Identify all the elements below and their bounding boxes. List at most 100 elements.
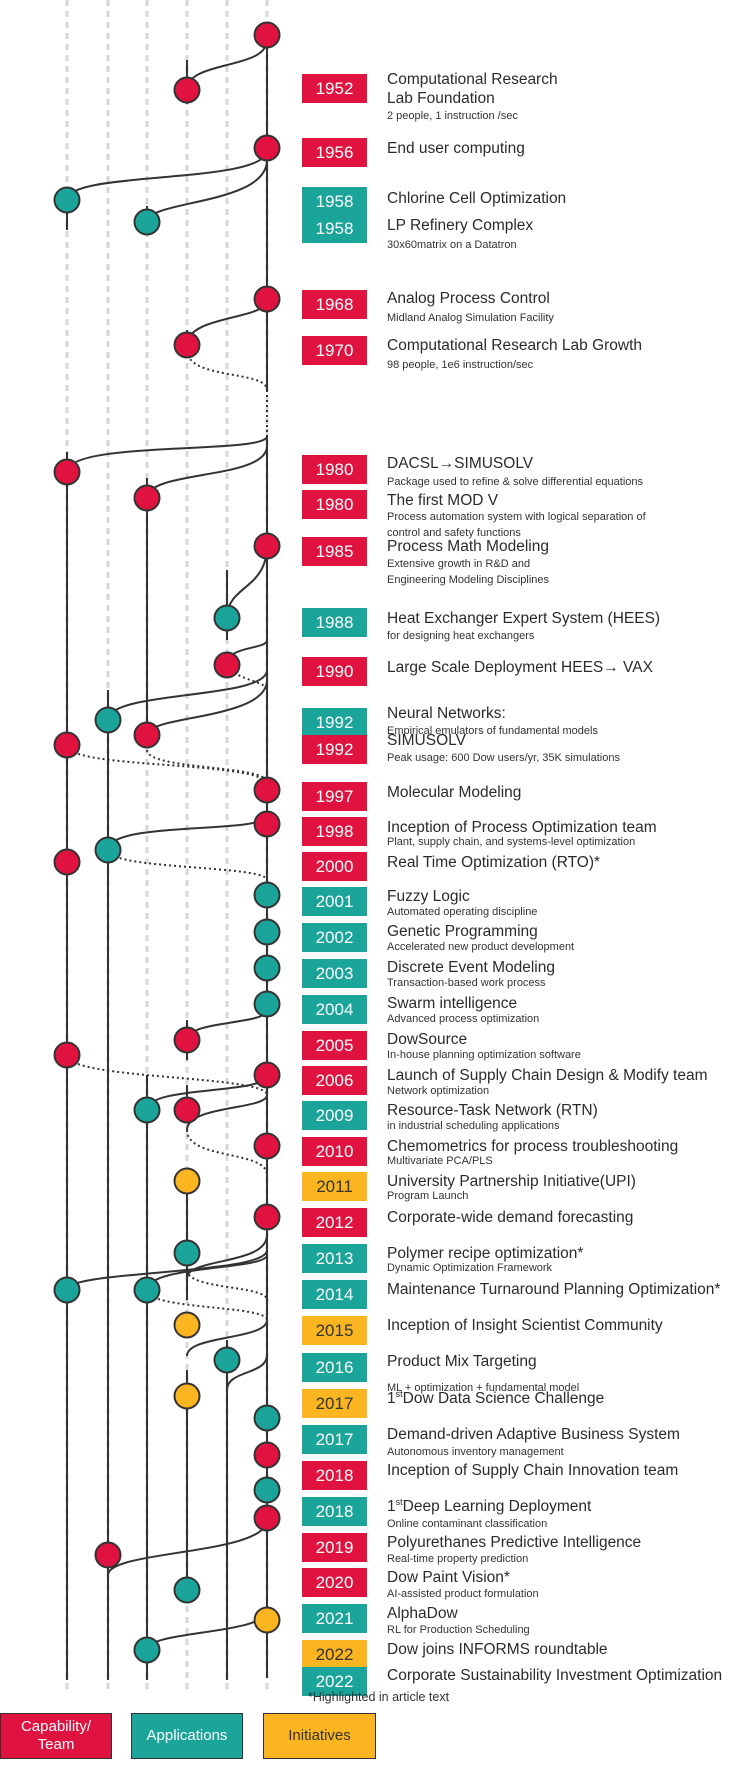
event-title: Corporate Sustainability Investment Opti… [387,1667,723,1684]
branch-connector [186,1319,268,1357]
timeline-node-cap [253,134,281,162]
year-badge: 2019 [302,1533,367,1562]
merge-connector [186,1269,268,1301]
legend-capability-line1: Capability/ [20,1718,92,1735]
event-title-prefix: 1 [387,1498,396,1515]
event-title: Neural Networks: [387,705,506,722]
event-title: Fuzzy Logic [387,888,470,905]
event-subtitle: 30x60matrix on a Datatron [387,239,517,251]
event-subtitle: Advanced process optimization [387,1013,540,1025]
event-title: Inception of Supply Chain Innovation tea… [387,1462,679,1479]
event-title-superscript: st [395,1496,403,1507]
event-title: Swarm intelligence [387,995,518,1012]
event-subtitle: Process automation system with logical s… [387,511,646,523]
event-title: Genetic Programming [387,923,538,940]
event-title: Chemometrics for process troubleshooting [387,1138,679,1155]
year-badge: 1980 [302,455,367,484]
timeline-node-cap [133,721,161,749]
year-badge: 2003 [302,959,367,988]
timeline-node-app [253,918,281,946]
event-title-superscript: st [395,1388,403,1399]
event-subtitle: in industrial scheduling applications [387,1120,560,1132]
timeline-node-cap [253,810,281,838]
event-title: The first MOD V [387,492,499,509]
timeline-node-cap [253,1132,281,1160]
year-badge: 1956 [302,138,367,167]
event-subtitle: Online contaminant classification [387,1518,548,1530]
event-subtitle: RL for Production Scheduling [387,1624,530,1636]
timeline-node-app [133,1096,161,1124]
year-badge: 2009 [302,1101,367,1130]
branch-connector [146,1609,268,1651]
timeline-node-app [253,990,281,1018]
year-badge: 1958 [302,214,367,243]
year-badge: 2010 [302,1137,367,1166]
year-badge: 1988 [302,608,367,637]
timeline-node-cap [94,1541,122,1569]
event-title: DowSource [387,1031,468,1048]
event-title: Chlorine Cell Optimization [387,190,567,207]
event-subtitle: Empirical emulators of fundamental model… [387,725,598,737]
timeline-node-app [253,954,281,982]
branch-connector [146,159,268,223]
event-title: Product Mix Targeting [387,1353,537,1370]
year-badge: 2015 [302,1316,367,1345]
branch-connector [226,1354,268,1391]
timeline-node-app [94,836,122,864]
event-subtitle: ML + optimization + fundamental model [387,1382,580,1394]
event-subtitle: Midland Analog Simulation Facility [387,312,554,324]
event-title-prefix: 1 [387,1390,396,1407]
event-subtitle: Program Launch [387,1190,469,1202]
event-subtitle: Accelerated new product development [387,941,575,953]
event-subtitle: Dynamic Optimization Framework [387,1262,553,1274]
timeline-node-ini [253,1606,281,1634]
branch-connector [107,814,268,851]
event-subtitle-line2: Engineering Modeling Disciplines [387,574,550,586]
event-subtitle: In-house planning optimization software [387,1049,581,1061]
year-badge: 2021 [302,1604,367,1633]
event-subtitle: Package used to refine & solve different… [387,476,644,488]
event-subtitle: Transaction-based work process [387,977,546,989]
event-subtitle: Automated operating discipline [387,906,538,918]
timeline-node-cap [253,1203,281,1231]
year-badge: 2022 [302,1667,367,1696]
event-title-text: Deep Learning Deployment [402,1498,592,1515]
event-subtitle: Extensive growth in R&D and [387,558,531,570]
timeline-node-app [53,186,81,214]
timeline-node-app [253,881,281,909]
event-title: Molecular Modeling [387,784,522,801]
year-badge: 1990 [302,657,367,686]
timeline-node-app [133,1276,161,1304]
year-badge: 1958 [302,187,367,216]
year-badge: 2013 [302,1244,367,1273]
year-badge: 2018 [302,1461,367,1490]
event-subtitle: 2 people, 1 instruction /sec [387,110,518,122]
year-badge: 2017 [302,1389,367,1418]
year-badge: 2001 [302,887,367,916]
branch-connector [66,149,268,201]
event-subtitle-line2: control and safety functions [387,527,521,539]
timeline-node-cap [173,1096,201,1124]
legend-capability: Capability/Team [0,1713,112,1759]
timeline-node-app [133,1636,161,1664]
event-subtitle: Network optimization [387,1085,490,1097]
event-title: Heat Exchanger Expert System (HEES) [387,610,661,627]
timeline-node-cap [53,1041,81,1069]
timeline-node-cap [253,532,281,560]
event-title: End user computing [387,140,525,157]
event-subtitle: 98 people, 1e6 instruction/sec [387,359,534,371]
event-title: Inception of Process Optimization team [387,819,657,836]
branch-connector [186,1234,268,1279]
merge-connector [107,849,268,881]
timeline-node-ini [173,1167,201,1195]
timeline-node-app [253,1404,281,1432]
year-badge: 1968 [302,290,367,319]
event-subtitle: Plant, supply chain, and systems-level o… [387,836,636,848]
timeline-node-app [173,1239,201,1267]
year-badge: 1985 [302,537,367,566]
year-badge: 2004 [302,995,367,1024]
event-title: Corporate-wide demand forecasting [387,1209,634,1226]
event-title-line2: Lab Foundation [387,90,495,107]
legend-applications: Applications [131,1713,243,1759]
